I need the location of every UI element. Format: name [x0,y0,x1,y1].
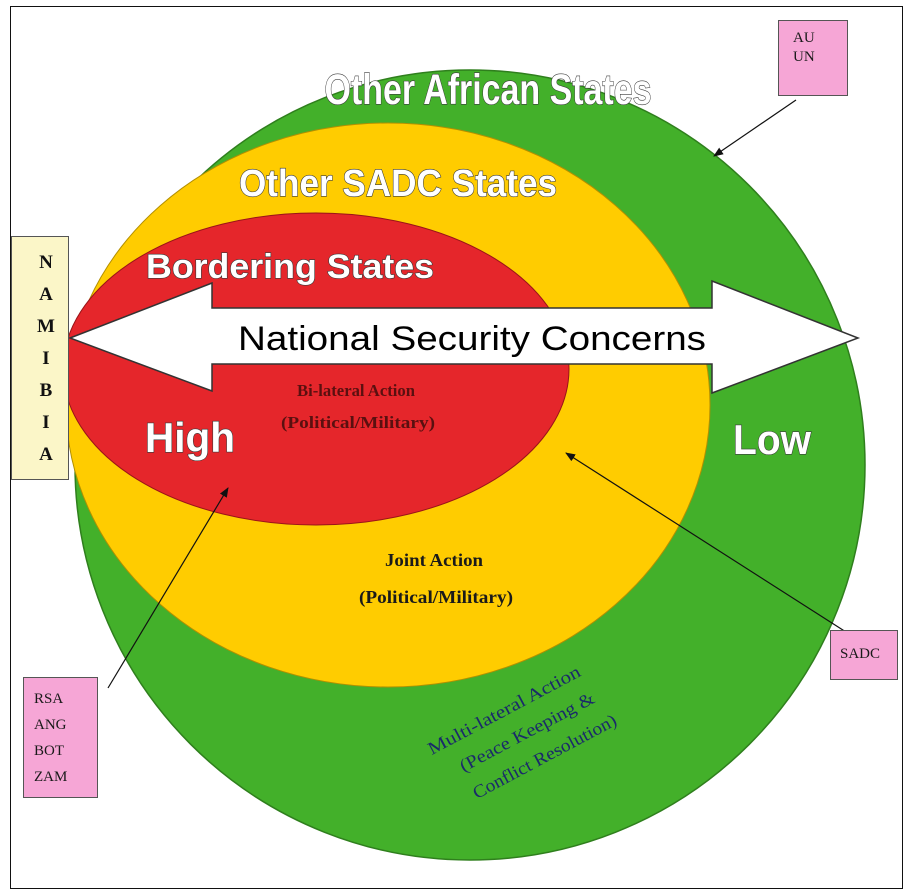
bordering-box-line: ZAM [34,769,68,785]
au-un-box-line: AU [793,30,815,46]
namibia-box: N A M I B I A [11,236,69,480]
sadc-box-label: SADC [840,646,881,662]
arrow-label: National Security Concerns [238,320,706,358]
namibia-letter: I [42,348,50,369]
namibia-letter: A [39,284,53,305]
namibia-letter: M [37,316,55,337]
namibia-letter: I [42,412,50,433]
au-un-box-line: UN [793,49,815,65]
bilateral-action-line2: (Political/Military) [281,413,435,432]
high-label: High [145,414,235,461]
diagram-frame [10,6,903,889]
au-un-pointer [713,99,797,157]
joint-action-line2: (Political/Military) [359,587,513,608]
namibia-letter: B [39,380,53,401]
au-un-box: AU UN [778,20,848,96]
sadc-box: SADC [830,630,898,680]
joint-action-line1: Joint Action [385,550,483,570]
bordering-box-line: RSA [34,691,64,707]
low-label: Low [733,416,811,463]
bilateral-action-line1: Bi-lateral Action [297,381,416,400]
namibia-letter: N [39,252,53,273]
outer-ring-title: Other African States [325,66,652,114]
national-security-arrow [67,279,861,395]
bordering-box-line: ANG [34,717,67,733]
bordering-pointer [107,487,229,689]
bordering-states-box: RSA ANG BOT ZAM [23,677,98,798]
middle-ring-title: Other SADC States [239,163,557,205]
namibia-letter: A [39,444,53,465]
bordering-box-line: BOT [34,743,64,759]
sadc-pointer [565,452,847,633]
inner-ring-title: Bordering States [146,248,434,286]
